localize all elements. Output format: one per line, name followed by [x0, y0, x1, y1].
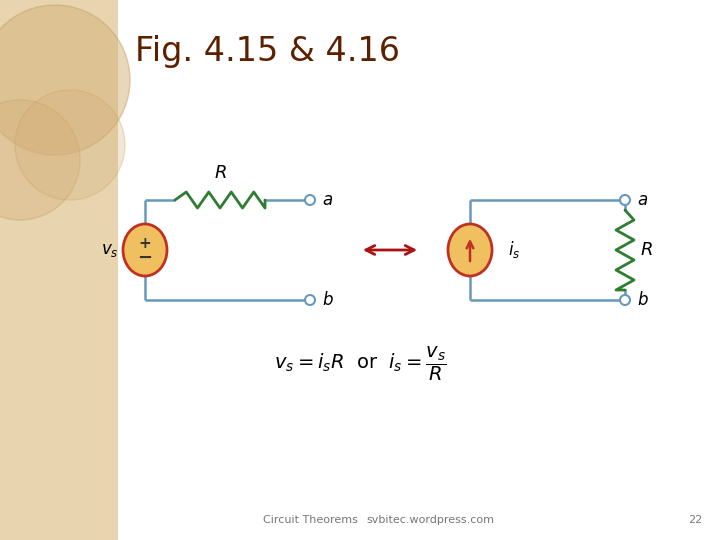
Text: $v_s = i_s R$  or  $i_s = \dfrac{v_s}{R}$: $v_s = i_s R$ or $i_s = \dfrac{v_s}{R}$ — [274, 345, 446, 383]
Text: −: − — [138, 249, 153, 267]
Circle shape — [620, 295, 630, 305]
Circle shape — [0, 5, 130, 155]
Text: Fig. 4.15 & 4.16: Fig. 4.15 & 4.16 — [135, 35, 400, 68]
Text: $b$: $b$ — [322, 291, 334, 309]
Text: $a$: $a$ — [637, 191, 648, 209]
Text: 22: 22 — [688, 515, 702, 525]
Ellipse shape — [448, 224, 492, 276]
Circle shape — [305, 295, 315, 305]
Text: $R$: $R$ — [640, 241, 653, 259]
Text: $i_s$: $i_s$ — [508, 240, 521, 260]
Text: $R$: $R$ — [214, 164, 226, 182]
Bar — [118, 0, 720, 540]
Text: $a$: $a$ — [322, 191, 333, 209]
Ellipse shape — [123, 224, 167, 276]
Circle shape — [0, 100, 80, 220]
Text: svbitec.wordpress.com: svbitec.wordpress.com — [366, 515, 494, 525]
Text: $v_s$: $v_s$ — [102, 241, 119, 259]
Text: Circuit Theorems: Circuit Theorems — [263, 515, 357, 525]
Text: +: + — [139, 237, 151, 252]
Circle shape — [620, 195, 630, 205]
Text: $b$: $b$ — [637, 291, 649, 309]
Bar — [0, 0, 118, 540]
Circle shape — [15, 90, 125, 200]
Circle shape — [305, 195, 315, 205]
